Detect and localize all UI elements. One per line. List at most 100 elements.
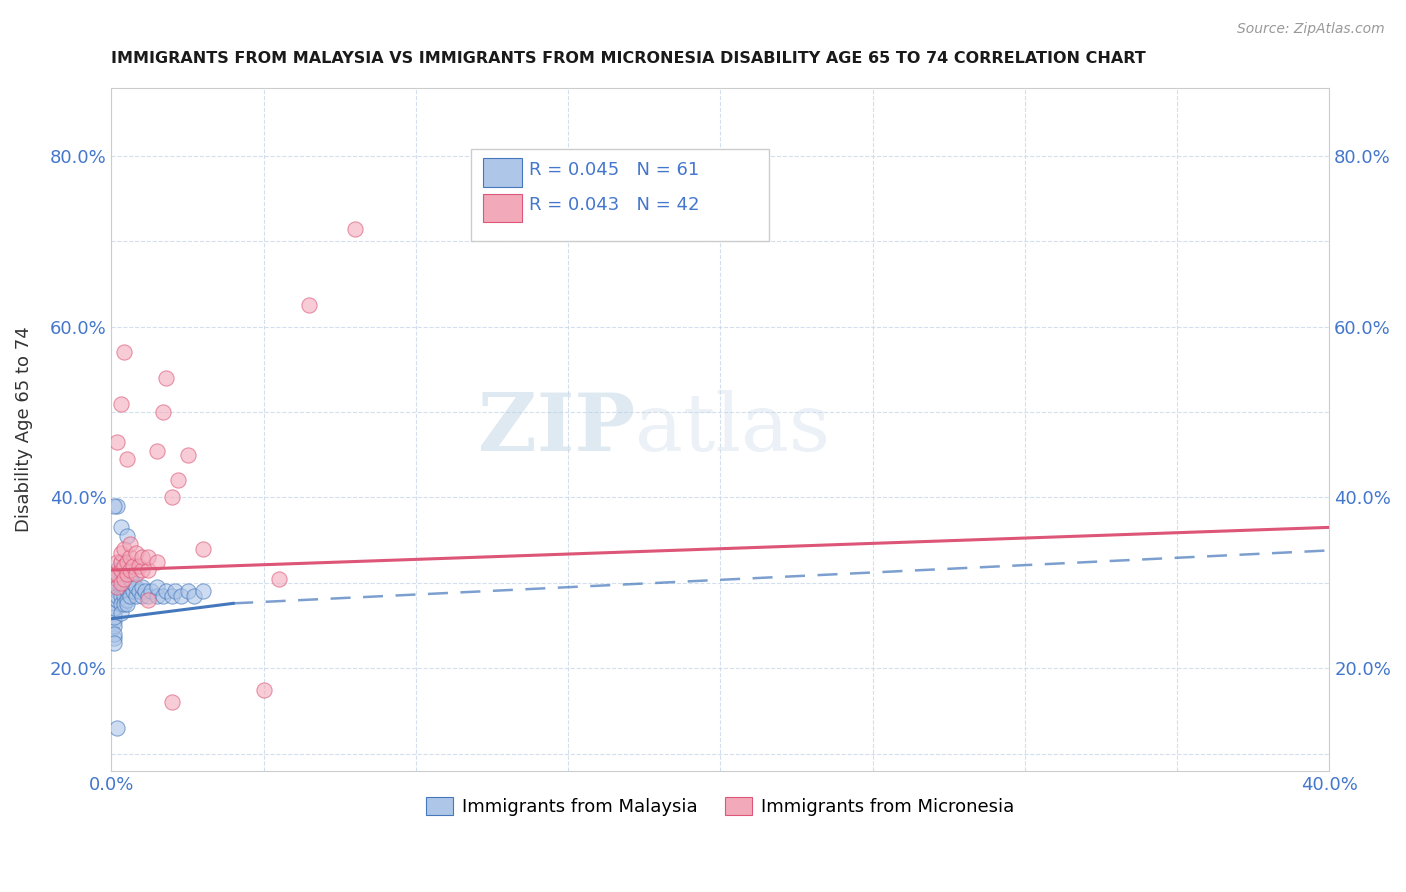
Point xyxy=(107,499,129,513)
Point xyxy=(146,555,169,569)
Point xyxy=(136,593,159,607)
Point xyxy=(267,572,290,586)
Point xyxy=(103,615,125,629)
FancyBboxPatch shape xyxy=(482,194,522,222)
Point xyxy=(146,443,169,458)
Point xyxy=(107,593,129,607)
Point xyxy=(162,695,184,709)
Text: R = 0.043   N = 42: R = 0.043 N = 42 xyxy=(529,196,700,214)
FancyBboxPatch shape xyxy=(482,158,522,186)
Point xyxy=(118,572,141,586)
Point xyxy=(125,546,148,560)
Point xyxy=(155,371,177,385)
Point xyxy=(107,563,129,577)
Point xyxy=(146,580,169,594)
Point xyxy=(176,448,198,462)
Point xyxy=(125,589,148,603)
Point xyxy=(131,580,153,594)
Y-axis label: Disability Age 65 to 74: Disability Age 65 to 74 xyxy=(15,326,32,532)
Point xyxy=(107,435,129,450)
Point xyxy=(115,452,138,467)
Point xyxy=(115,575,138,590)
Point xyxy=(115,584,138,599)
Point xyxy=(112,345,135,359)
Text: Source: ZipAtlas.com: Source: ZipAtlas.com xyxy=(1237,22,1385,37)
Point xyxy=(103,499,125,513)
Point xyxy=(134,584,156,599)
Point xyxy=(183,589,205,603)
Point xyxy=(112,580,135,594)
Point xyxy=(110,597,132,611)
Point xyxy=(110,396,132,410)
Legend: Immigrants from Malaysia, Immigrants from Micronesia: Immigrants from Malaysia, Immigrants fro… xyxy=(419,789,1022,823)
Point xyxy=(115,593,138,607)
Point xyxy=(107,567,129,582)
Point xyxy=(125,580,148,594)
Point xyxy=(162,589,184,603)
Point xyxy=(191,541,214,556)
Point xyxy=(103,610,125,624)
Point xyxy=(121,558,143,573)
Point xyxy=(162,491,184,505)
Point xyxy=(110,589,132,603)
Point xyxy=(115,555,138,569)
Point xyxy=(136,563,159,577)
Point xyxy=(139,584,162,599)
Point xyxy=(121,575,143,590)
Point xyxy=(110,520,132,534)
Point xyxy=(118,589,141,603)
Point xyxy=(152,589,174,603)
Point xyxy=(103,567,125,582)
Text: R = 0.045   N = 61: R = 0.045 N = 61 xyxy=(529,161,699,178)
Point xyxy=(115,529,138,543)
Point xyxy=(110,563,132,577)
Point xyxy=(110,563,132,577)
Point xyxy=(110,555,132,569)
Point xyxy=(146,589,169,603)
Point xyxy=(176,584,198,599)
Point xyxy=(107,721,129,735)
Point xyxy=(131,563,153,577)
Point xyxy=(110,572,132,586)
Text: atlas: atlas xyxy=(636,390,830,468)
Point xyxy=(107,580,129,594)
Point xyxy=(115,597,138,611)
Point xyxy=(103,601,125,615)
Point xyxy=(100,623,122,637)
Point xyxy=(125,567,148,582)
Point xyxy=(107,555,129,569)
Text: IMMIGRANTS FROM MALAYSIA VS IMMIGRANTS FROM MICRONESIA DISABILITY AGE 65 TO 74 C: IMMIGRANTS FROM MALAYSIA VS IMMIGRANTS F… xyxy=(111,51,1146,66)
Point xyxy=(136,550,159,565)
Point xyxy=(112,558,135,573)
Point xyxy=(110,555,132,569)
Point xyxy=(107,589,129,603)
Point xyxy=(103,632,125,646)
Text: ZIP: ZIP xyxy=(478,390,636,468)
Point xyxy=(115,567,138,582)
Point xyxy=(170,589,193,603)
Point xyxy=(298,298,321,312)
Point xyxy=(107,584,129,599)
Point xyxy=(131,550,153,565)
Point xyxy=(112,572,135,586)
Point xyxy=(110,575,132,590)
Point xyxy=(253,682,276,697)
Point xyxy=(136,589,159,603)
Point xyxy=(167,474,190,488)
Point xyxy=(112,597,135,611)
Point xyxy=(107,580,129,594)
Point xyxy=(165,584,187,599)
Point xyxy=(107,572,129,586)
Point xyxy=(107,567,129,582)
Point xyxy=(103,627,125,641)
Point xyxy=(128,558,150,573)
Point xyxy=(112,563,135,577)
Point xyxy=(118,550,141,565)
Point xyxy=(110,606,132,620)
Point xyxy=(110,546,132,560)
FancyBboxPatch shape xyxy=(471,149,769,242)
Point xyxy=(121,584,143,599)
Point xyxy=(103,606,125,620)
Point xyxy=(107,575,129,590)
Point xyxy=(118,537,141,551)
